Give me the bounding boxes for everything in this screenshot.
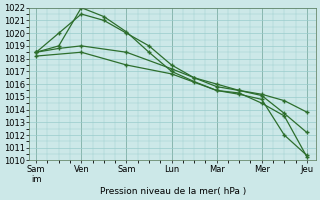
X-axis label: Pression niveau de la mer( hPa ): Pression niveau de la mer( hPa ) xyxy=(100,187,246,196)
